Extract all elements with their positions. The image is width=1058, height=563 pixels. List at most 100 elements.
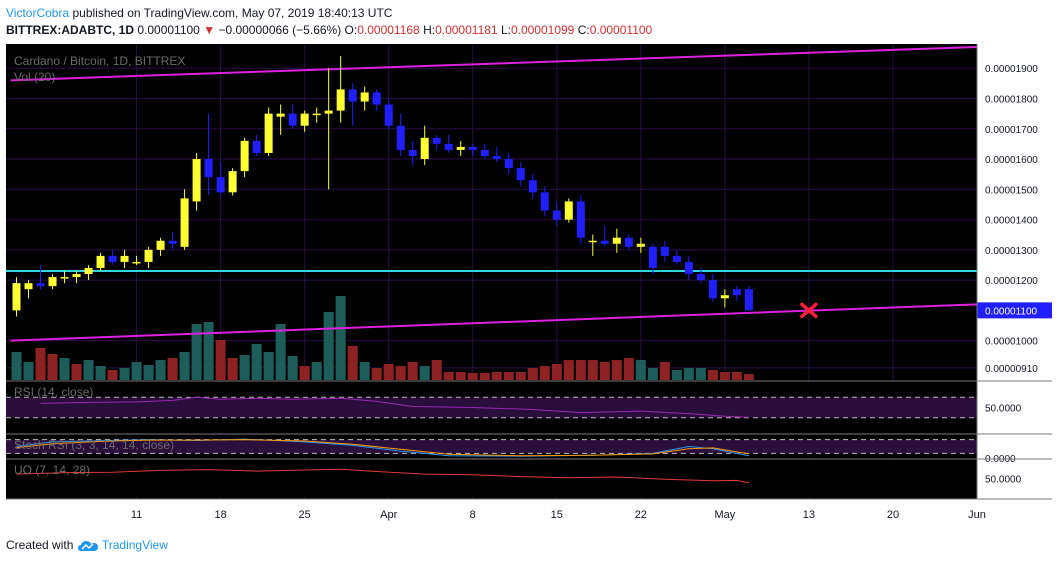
volume-bar [719,372,730,380]
volume-bar [551,364,562,380]
volume-bar [359,362,370,380]
candle-body [468,146,477,150]
trendlines[interactable] [6,46,978,342]
tradingview-link[interactable]: TradingView [101,538,168,552]
open-label: O: [344,23,358,37]
upper-channel-trendline [10,46,978,82]
indicator-band [6,439,977,454]
volume-bar [635,360,646,380]
volume-bar [647,368,658,380]
indicator-label: RSI (14, close) [14,385,93,399]
candle-body [204,159,213,178]
candle-body [384,104,393,126]
candle-body [36,283,45,287]
candle-body [168,240,177,244]
volume-bar [59,358,70,380]
volume-bar [95,366,106,380]
candle-body [648,246,657,268]
price-tick-label: 0.00001200 [985,276,1038,287]
volume-bar [575,360,586,380]
volume-bar [671,370,682,380]
volume-bar [11,352,22,380]
candle-body [324,110,333,114]
created-with-label: Created with [6,538,74,552]
time-tick-label: Jun [968,509,986,521]
volume-bar [83,360,94,380]
time-tick-label: Apr [380,509,397,521]
volume-bar [611,360,622,380]
candle-body [84,268,93,275]
candle-body [636,243,645,247]
volume-bar [155,360,166,380]
price-tick-label: 0.00001800 [985,94,1038,105]
lower-channel-trendline [10,303,978,342]
price-tick-label: 0.00000910 [985,364,1038,375]
symbol-label: BITTREX:ADABTC, 1D [6,23,134,37]
volume-bar [443,372,454,380]
candle-body [96,255,105,268]
time-axis-background [0,499,1058,527]
candle-body [60,277,69,279]
volume-bar [515,372,526,380]
price-axis[interactable]: 0.00001900 0.00001800 0.00001700 0.00001600… [977,64,1052,375]
candle-body [156,240,165,250]
candle-body [492,156,501,160]
volume-bar [479,373,490,380]
candle-body [672,255,681,262]
candle-body [228,171,237,193]
close-value: 0.00001100 [589,23,653,37]
author-link[interactable]: VictorCobra [6,6,70,20]
candle-body [360,92,369,102]
candle-body [144,249,153,262]
indicator-label: Stoch RSI (3, 3, 14, 14, close) [14,438,174,452]
candle-body [588,240,597,243]
time-tick-label: 22 [635,509,647,521]
candle-body [420,137,429,160]
down-arrow-icon: ▼ [203,23,216,37]
candle-body [480,149,489,156]
indicator-band [6,397,977,418]
volume-bar [287,356,298,380]
chart-area[interactable]: 0.00001900 0.00001800 0.00001700 0.00001600… [0,44,1058,527]
candle-body [696,274,705,281]
candle-body [348,89,357,102]
candle-body [192,159,201,202]
last-price-tag [977,302,1052,319]
candle-body [576,201,585,238]
time-tick-label: 11 [131,509,142,521]
volume-bar [659,362,670,380]
candle-body [408,149,417,156]
indicator-panes: RSI (14, close) 50.0000 Stoch RSI (3, 3, 1… [6,44,1052,514]
volume-bars [11,296,754,380]
stoch-d-line [16,439,749,457]
candle-body [48,277,57,287]
candle-body [504,159,513,169]
chart-title: Cardano / Bitcoin, 1D, BITTREX [14,54,185,68]
volume-bar [203,322,214,380]
candle-body [396,125,405,150]
candle-body [288,113,297,126]
candle-body [528,180,537,193]
candle-body [624,237,633,247]
volume-bar [47,354,58,380]
tradingview-cloud-icon [77,540,98,551]
volume-bar [227,358,238,380]
price-tick-label: 0.00001700 [985,125,1038,136]
candle-body [744,289,753,311]
stoch-k-line [16,438,749,457]
volume-bar [707,370,718,380]
price-tick-label: 0.00001400 [985,216,1038,227]
low-value: 0.00001099 [510,23,575,37]
volume-bar [431,360,442,380]
volume-bar [395,366,406,380]
volume-bar [35,348,46,380]
candle-body [444,143,453,150]
volume-bar [311,362,322,380]
time-axis[interactable]: 11 18 25 Apr 8 15 22 May 13 20 Jun [0,498,1058,527]
last-price: 0.00001100 [137,23,200,37]
change-value: −0.00000066 (−5.66%) [218,23,342,37]
volume-bar [467,373,478,380]
volume-bar [71,364,82,380]
volume-bar [587,360,598,380]
volume-bar [743,374,754,380]
